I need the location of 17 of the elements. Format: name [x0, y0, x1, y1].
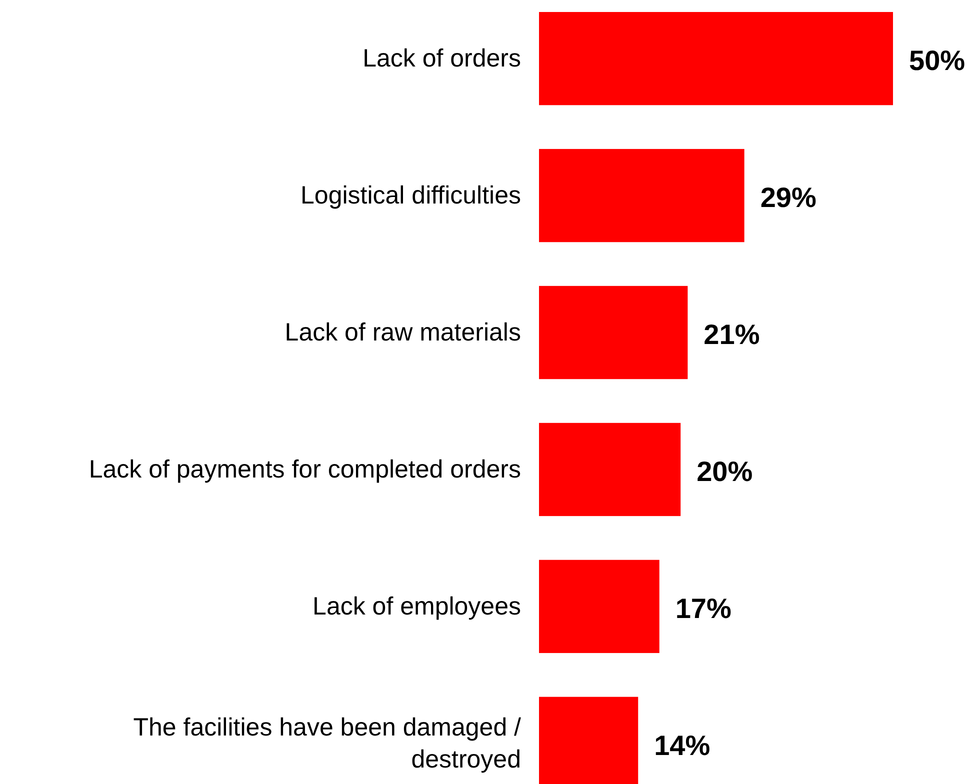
y-tick-label: Lack of raw materials	[284, 318, 521, 347]
bar	[539, 560, 660, 654]
y-tick-label: Logistical difficulties	[300, 182, 521, 210]
bar	[539, 286, 688, 380]
y-tick-label: The facilities have been damaged / destroyed	[133, 713, 522, 774]
y-tick-label: Lack of employees	[312, 592, 521, 620]
data-label: 50%	[909, 45, 966, 76]
y-tick-label: Lack of orders	[362, 44, 521, 73]
bar	[539, 422, 681, 516]
data-label: 20%	[696, 456, 753, 487]
bar	[539, 148, 744, 242]
y-tick-label: Lack of payments for completed orders	[88, 455, 521, 484]
bar	[539, 12, 893, 106]
data-label: 17%	[675, 592, 732, 624]
data-label: 14%	[654, 730, 710, 761]
data-label: 29%	[760, 182, 816, 214]
data-label: 21%	[704, 319, 760, 350]
